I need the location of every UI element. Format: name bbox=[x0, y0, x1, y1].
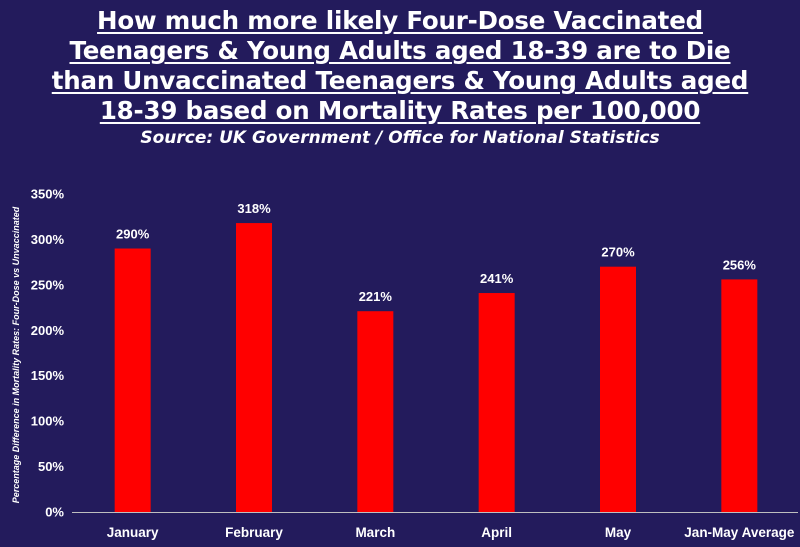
data-label: 241% bbox=[480, 271, 514, 286]
bar bbox=[236, 223, 272, 512]
category-label: January bbox=[107, 525, 159, 540]
y-tick-label: 100% bbox=[31, 414, 65, 429]
y-axis-ticks: 0% 50% 100% 150% 200% 250% 300% 350% bbox=[31, 187, 65, 520]
chart-title: How much more likely Four-Dose Vaccinate… bbox=[51, 6, 749, 125]
y-tick-label: 150% bbox=[31, 368, 65, 383]
bars bbox=[114, 223, 758, 512]
category-label: Jan-May Average bbox=[684, 525, 795, 540]
y-tick-label: 250% bbox=[31, 277, 65, 292]
y-tick-label: 0% bbox=[45, 505, 64, 520]
chart-subtitle: Source: UK Government / Office for Natio… bbox=[140, 128, 660, 148]
y-tick-label: 350% bbox=[31, 187, 65, 202]
data-label: 270% bbox=[601, 245, 635, 260]
bar bbox=[600, 266, 636, 512]
bar bbox=[478, 293, 515, 512]
category-label: February bbox=[225, 525, 283, 540]
data-label: 221% bbox=[359, 289, 393, 304]
data-label: 256% bbox=[723, 257, 757, 272]
data-label: 290% bbox=[116, 227, 150, 242]
data-labels: 290% 318% 221% 241% 270% 256% bbox=[116, 201, 756, 304]
y-tick-label: 300% bbox=[31, 232, 65, 247]
y-tick-label: 50% bbox=[38, 459, 64, 474]
category-labels: January February March April May Jan-May Aver… bbox=[107, 525, 795, 540]
category-label: May bbox=[605, 525, 632, 540]
title-block: How much more likely Four-Dose Vaccinate… bbox=[0, 6, 800, 148]
data-label: 318% bbox=[237, 201, 271, 216]
y-tick-label: 200% bbox=[31, 323, 65, 338]
bar bbox=[721, 279, 758, 512]
y-axis-label: Percentage Difference in Mortality Rates… bbox=[11, 206, 21, 503]
bar bbox=[357, 311, 394, 512]
category-label: April bbox=[481, 525, 512, 540]
bar bbox=[114, 248, 151, 512]
category-label: March bbox=[355, 525, 395, 540]
